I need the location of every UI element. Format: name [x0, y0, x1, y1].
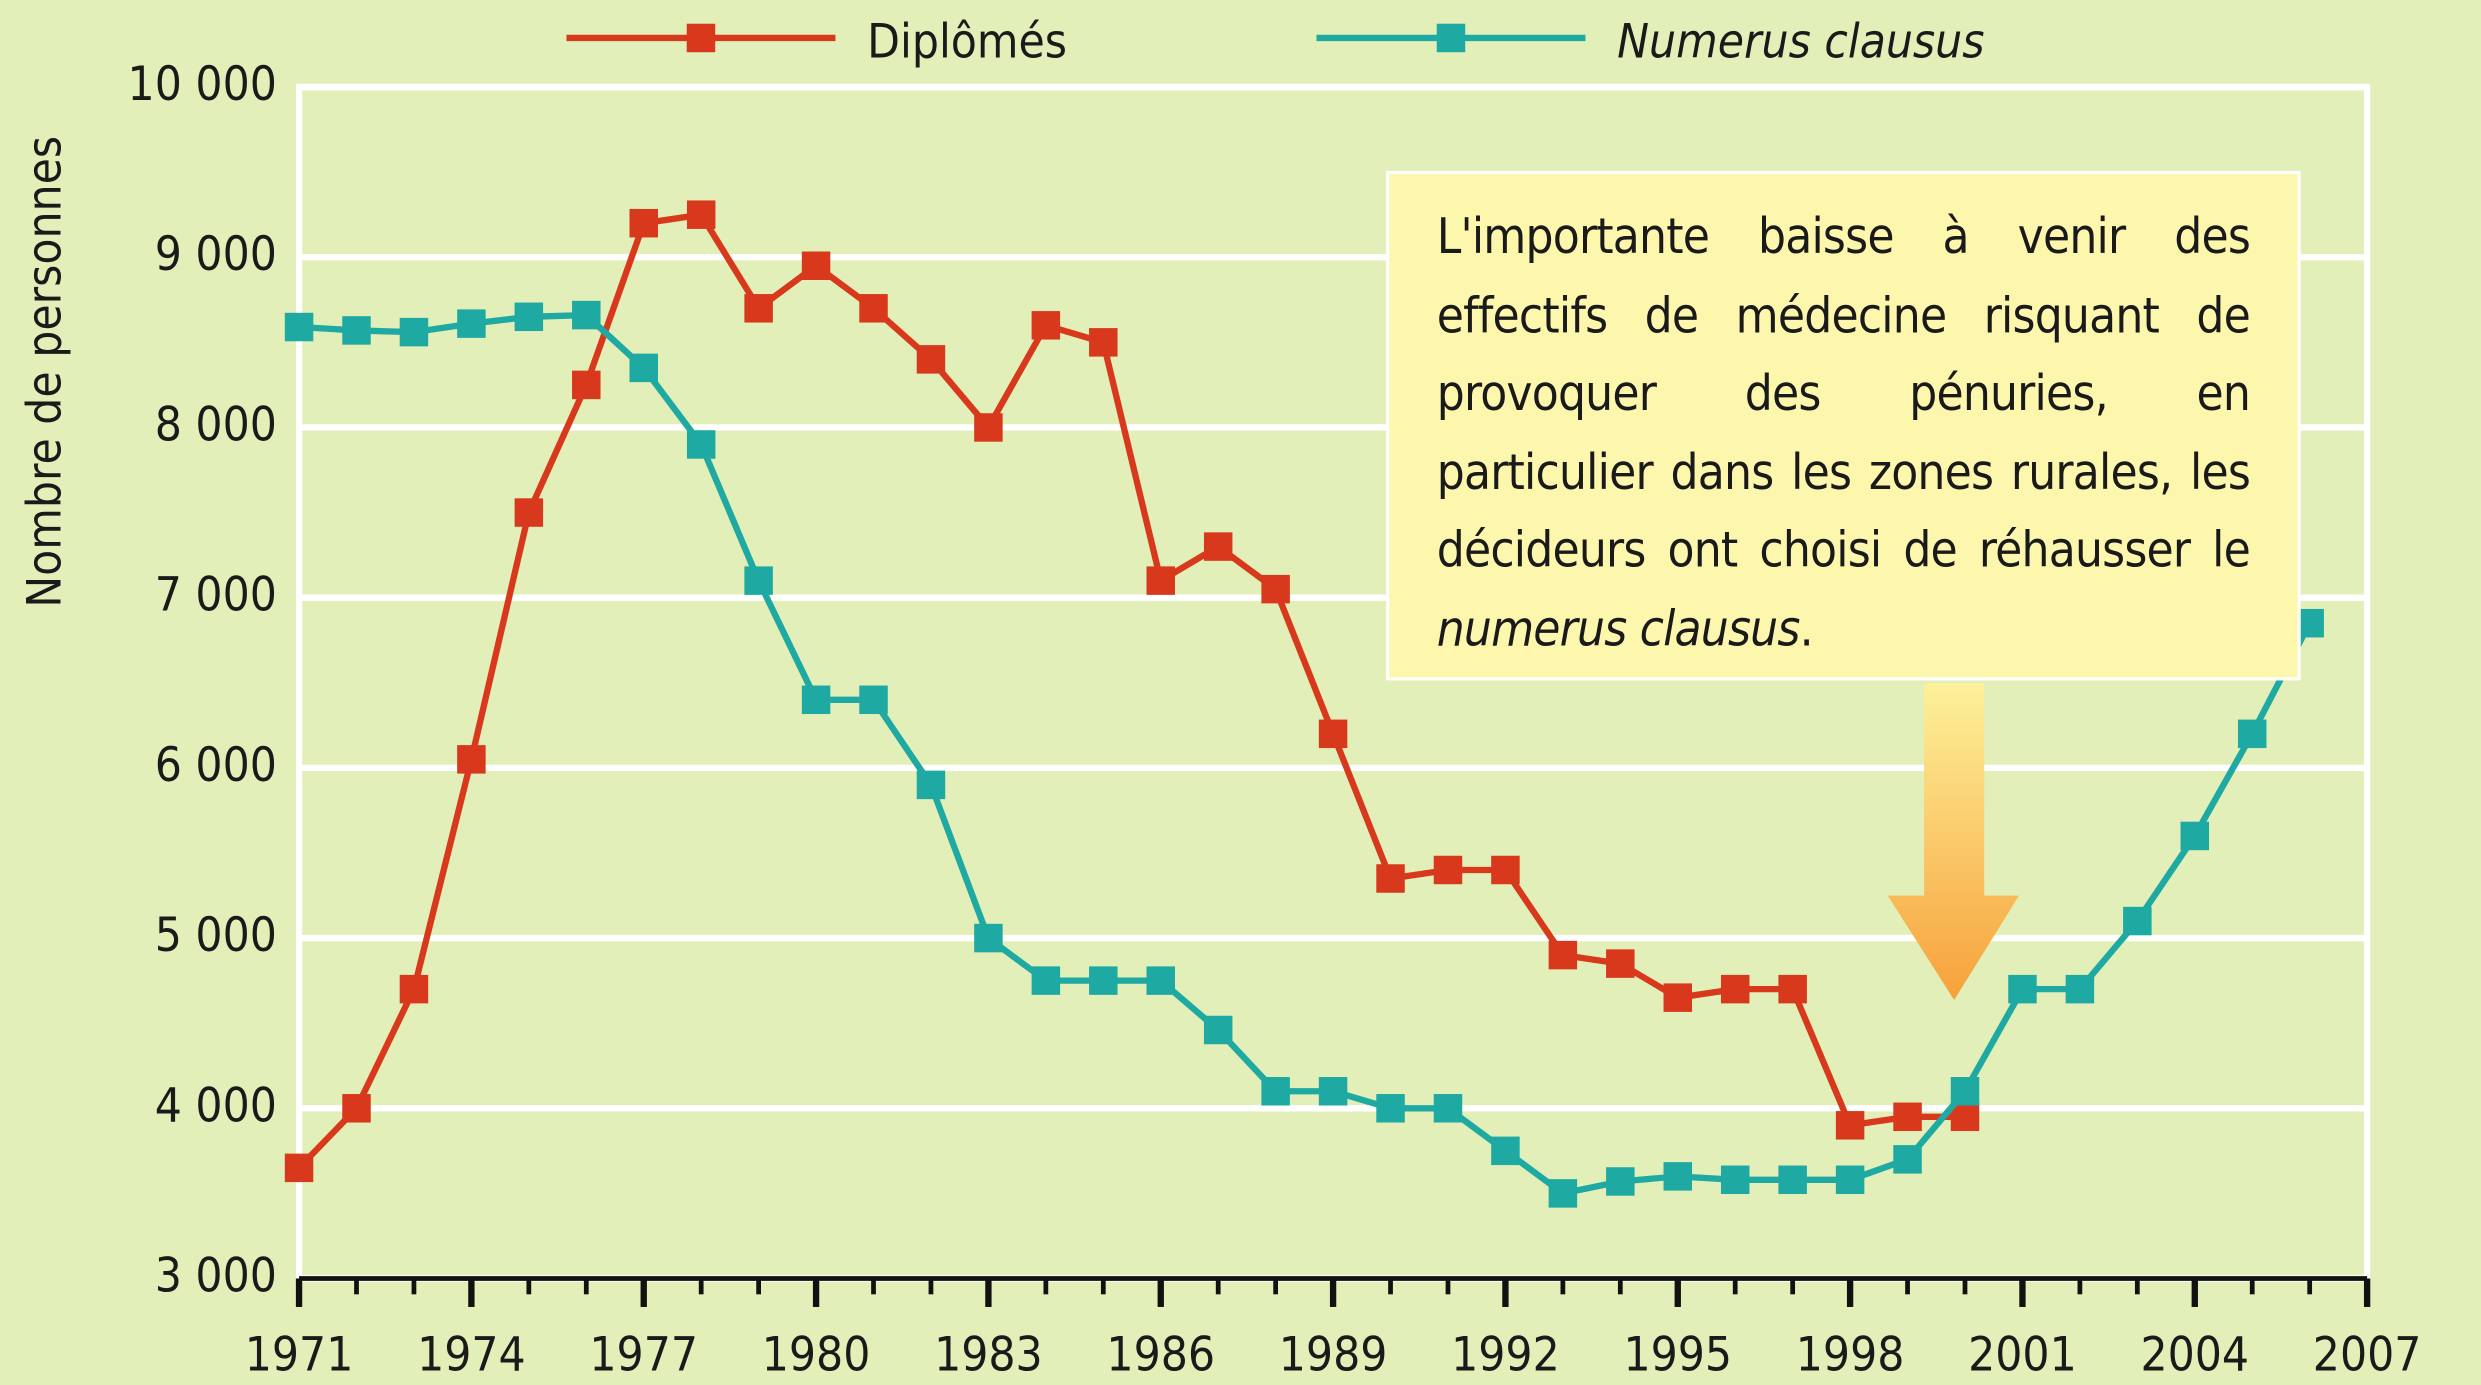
data-point [1663, 983, 1693, 1012]
annotation-italic: numerus clausus [1436, 600, 1801, 658]
data-point [514, 498, 544, 527]
x-tick-label: 1986 [1106, 1328, 1215, 1383]
data-point [1663, 1162, 1693, 1191]
data-point [1031, 966, 1061, 995]
data-point [1146, 566, 1175, 595]
data-point [1491, 855, 1520, 885]
data-point [342, 316, 371, 345]
arrow [1887, 683, 2020, 1001]
y-tick-label: 3 000 [155, 1248, 277, 1303]
data-point [572, 370, 601, 400]
data-point [1089, 966, 1118, 995]
x-tick-label: 1977 [589, 1328, 698, 1383]
data-point [1031, 311, 1061, 340]
data-point [2065, 974, 2095, 1004]
data-point [1606, 1167, 1635, 1196]
data-point [1203, 1015, 1233, 1045]
x-tick-label: 2001 [1968, 1328, 2077, 1383]
y-tick-label: 6 000 [155, 738, 277, 793]
y-tick-label: 4 000 [155, 1078, 277, 1133]
data-point [686, 430, 716, 459]
x-tick-label: 1983 [934, 1328, 1043, 1383]
x-tick-label: 2007 [2313, 1328, 2422, 1383]
data-point [686, 200, 716, 229]
y-axis-label: Nombre de personnes [17, 136, 72, 608]
data-point [1433, 855, 1463, 885]
y-tick-label: 7 000 [155, 568, 277, 623]
data-point [1950, 1077, 1980, 1106]
data-point [1318, 719, 1348, 749]
y-tick-label: 10 000 [128, 57, 277, 112]
legend-label: Diplômés [867, 14, 1067, 69]
data-point [399, 317, 429, 347]
legend-marker [686, 23, 716, 53]
data-point [1491, 1136, 1520, 1166]
data-point [1606, 949, 1635, 978]
x-tick-label: 1980 [762, 1328, 871, 1383]
data-point [2123, 906, 2152, 936]
data-point [2237, 719, 2267, 749]
data-point [974, 923, 1003, 953]
data-point [1548, 940, 1578, 970]
data-point [457, 309, 486, 338]
x-tick-label: 1971 [245, 1328, 354, 1383]
legend-marker [1436, 23, 1466, 53]
data-point [1376, 1094, 1405, 1123]
y-tick-label: 8 000 [155, 397, 277, 452]
data-point [514, 302, 544, 332]
data-point [1893, 1102, 1922, 1132]
data-point [1720, 974, 1750, 1004]
data-point [342, 1094, 371, 1123]
x-tick-label: 1992 [1451, 1328, 1560, 1383]
data-point [1720, 1165, 1750, 1195]
data-point [284, 312, 314, 342]
annotation: L'importante baisse à venir des effectif… [1386, 170, 2301, 681]
data-point [629, 208, 658, 238]
data-point [859, 685, 888, 715]
data-point [744, 294, 773, 323]
data-point [572, 300, 601, 330]
data-point [1835, 1111, 1865, 1140]
data-point [801, 251, 831, 280]
data-point [1376, 864, 1405, 893]
data-point [2180, 821, 2210, 851]
data-point [399, 974, 429, 1004]
data-point [457, 745, 486, 774]
data-point [1778, 1165, 1807, 1195]
data-point [2008, 974, 2037, 1004]
x-tick-label: 1995 [1623, 1328, 1732, 1383]
data-point [1261, 574, 1290, 604]
data-point [1893, 1145, 1922, 1174]
data-point [1548, 1179, 1578, 1208]
data-point [974, 413, 1003, 442]
y-tick-label: 5 000 [155, 908, 277, 963]
annotation-text: L'importante baisse à venir des effectif… [1436, 208, 2251, 580]
data-point [1778, 974, 1807, 1004]
legend-label: Numerus clausus [1617, 14, 1984, 69]
data-point [284, 1153, 314, 1183]
data-point [916, 345, 946, 374]
x-tick-label: 1974 [417, 1328, 526, 1383]
data-point [744, 566, 773, 595]
data-point [1089, 328, 1118, 357]
data-point [859, 294, 888, 323]
data-point [916, 770, 946, 800]
data-point [1261, 1077, 1290, 1106]
annotation-end: . [1799, 600, 1814, 658]
data-point [1146, 966, 1175, 995]
data-point [1433, 1094, 1463, 1123]
data-point [1203, 532, 1233, 561]
data-point [1318, 1077, 1348, 1106]
data-point [1835, 1165, 1865, 1195]
x-tick-label: 1998 [1796, 1328, 1905, 1383]
y-tick-label: 9 000 [155, 227, 277, 282]
x-tick-label: 1989 [1279, 1328, 1388, 1383]
data-point [629, 353, 658, 383]
x-tick-label: 2004 [2140, 1328, 2249, 1383]
data-point [801, 685, 831, 715]
